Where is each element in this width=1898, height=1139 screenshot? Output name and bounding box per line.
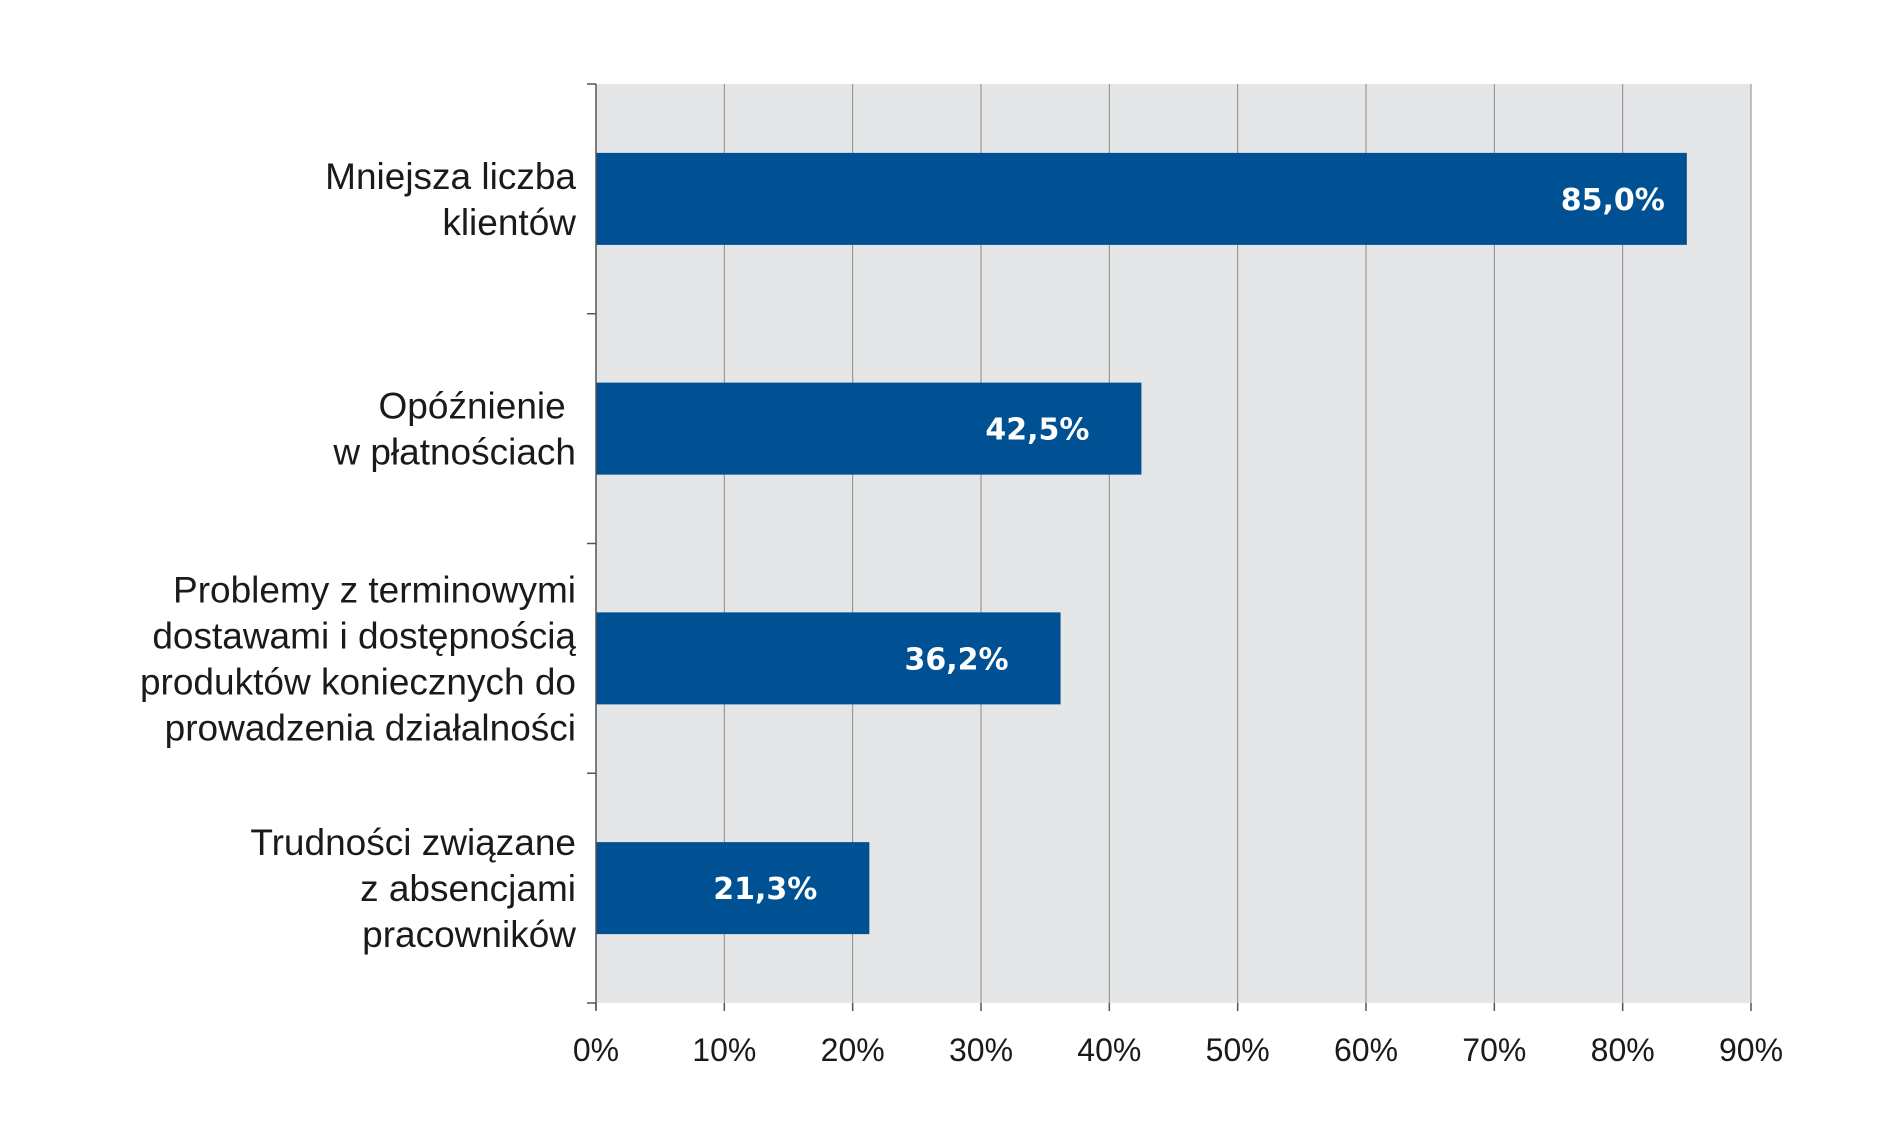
x-tick-label: 0%	[573, 1032, 619, 1068]
category-labels: Mniejsza liczba klientów Opóźnienie w płat…	[140, 156, 576, 955]
bar	[596, 842, 870, 935]
category-label-line: klientów	[442, 202, 576, 243]
bar	[596, 382, 1142, 475]
category-label-line: Opóźnienie	[379, 386, 576, 427]
x-tick-label: 30%	[949, 1032, 1013, 1068]
category-label-line: Problemy z terminowymi	[173, 569, 576, 610]
x-tick-label: 10%	[692, 1032, 756, 1068]
x-tick-label: 60%	[1334, 1032, 1398, 1068]
x-tick-label: 90%	[1719, 1032, 1783, 1068]
category-label: Trudności związane z absencjami pracownikó…	[250, 822, 576, 955]
x-tick-label: 80%	[1591, 1032, 1655, 1068]
category-label-line: z absencjami	[360, 868, 576, 909]
x-tick-label: 70%	[1462, 1032, 1526, 1068]
x-tick-label: 20%	[821, 1032, 885, 1068]
category-label: Mniejsza liczba klientów	[325, 156, 576, 243]
category-label: Opóźnienie w płatnościach	[332, 386, 576, 473]
data-label: 85,0%	[1561, 183, 1665, 218]
category-label-line: prowadzenia działalności	[165, 707, 576, 748]
x-tick-label: 40%	[1077, 1032, 1141, 1068]
axes	[587, 83, 1752, 1011]
x-tick-labels: 0% 10% 20% 30% 40% 50% 60% 70% 80% 90%	[573, 1032, 1783, 1068]
category-label-line: Mniejsza liczba	[325, 156, 576, 197]
category-label-line: w płatnościach	[332, 432, 576, 473]
bar	[596, 152, 1687, 245]
bars: 85,0% 42,5% 36,2% 21,3%	[596, 152, 1687, 935]
category-label: Problemy z terminowymi dostawami i dostęp…	[140, 569, 576, 748]
bar	[596, 612, 1061, 705]
category-label-line: produktów koniecznych do	[140, 661, 576, 702]
data-label: 42,5%	[985, 413, 1089, 448]
data-label: 21,3%	[713, 872, 817, 907]
x-tick-label: 50%	[1206, 1032, 1270, 1068]
category-label-line: pracowników	[362, 914, 576, 955]
data-label: 36,2%	[904, 642, 1008, 677]
category-label-line: Trudności związane	[250, 822, 576, 863]
category-label-line: dostawami i dostępnością	[152, 615, 576, 656]
